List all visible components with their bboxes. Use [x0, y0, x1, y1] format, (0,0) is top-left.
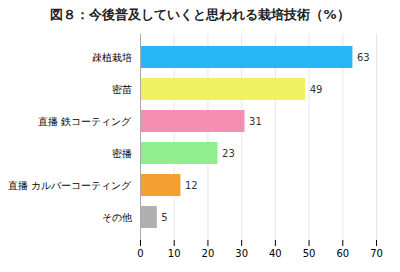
svg-text:40: 40 [269, 248, 282, 259]
svg-text:10: 10 [168, 248, 181, 259]
html-text:図８：今後普及していくと思われる栽培技術（%）: 図８：今後普及していくと思われる栽培技術（%） [50, 7, 350, 22]
svg-text:49: 49 [310, 84, 323, 95]
svg-text:密播: 密播 [112, 148, 132, 159]
svg-text:50: 50 [303, 248, 316, 259]
svg-text:0: 0 [137, 248, 143, 259]
svg-text:60: 60 [336, 248, 349, 259]
svg-text:12: 12 [185, 180, 198, 191]
svg-text:疎植栽培: 疎植栽培 [92, 52, 132, 63]
svg-text:63: 63 [357, 52, 370, 63]
svg-text:20: 20 [202, 248, 215, 259]
svg-text:5: 5 [161, 212, 167, 223]
svg-text:70: 70 [370, 248, 383, 259]
svg-text:その他: その他 [102, 212, 132, 223]
svg-text:直播 鉄コーティング: 直播 鉄コーティング [38, 116, 132, 127]
svg-text:31: 31 [249, 116, 262, 127]
svg-text:密苗: 密苗 [112, 84, 132, 95]
svg-text:直播 カルバーコーティング: 直播 カルバーコーティング [8, 180, 132, 191]
svg-text:23: 23 [222, 148, 235, 159]
svg-text:30: 30 [235, 248, 248, 259]
